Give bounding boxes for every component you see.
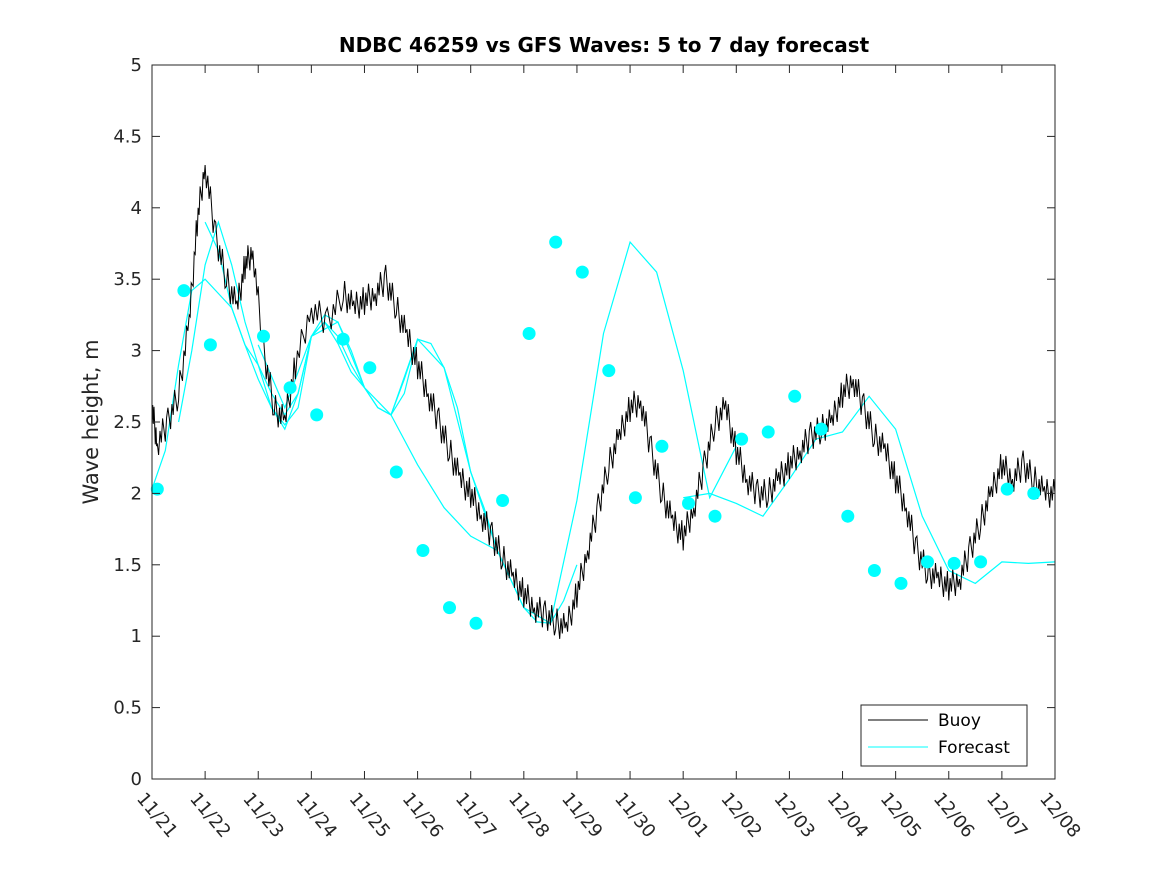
forecast-marker: [522, 327, 536, 340]
forecast-marker: [283, 381, 297, 395]
forecast-marker: [177, 284, 191, 298]
forecast-marker: [416, 544, 430, 557]
forecast-marker: [788, 389, 802, 403]
plot-background: [152, 65, 1055, 779]
y-tick-label: 3: [131, 341, 142, 362]
forecast-marker: [841, 509, 855, 523]
y-tick-label: 4: [131, 198, 142, 219]
legend-box: [860, 704, 1028, 767]
y-tick-label: 4.5: [113, 126, 142, 147]
forecast-marker: [628, 491, 642, 505]
forecast-marker: [443, 601, 456, 615]
y-tick-label: 3.5: [113, 269, 142, 290]
y-tick-label: 1: [131, 626, 142, 647]
forecast-line-run-6: [683, 395, 1056, 585]
y-tick-label: 5: [131, 55, 142, 76]
forecast-marker: [735, 432, 749, 446]
forecast-line-run-5: [390, 414, 498, 552]
legend-buoy-label: Buoy: [938, 711, 981, 731]
forecast-marker: [1027, 486, 1041, 500]
forecast-marker: [1000, 482, 1014, 496]
forecast-marker: [575, 265, 589, 279]
y-tick-label: 0.5: [113, 698, 142, 719]
forecast-marker: [310, 408, 324, 422]
y-tick-label: 2: [131, 483, 142, 504]
y-tick-label: 0: [131, 769, 142, 790]
forecast-marker: [814, 422, 828, 436]
forecast-marker: [203, 338, 217, 352]
forecast-marker: [150, 482, 164, 496]
forecast-marker: [974, 555, 988, 569]
forecast-marker: [894, 576, 908, 590]
forecast-marker: [602, 364, 616, 378]
forecast-marker: [708, 509, 722, 523]
y-tick-label: 1.5: [113, 555, 142, 576]
y-tick-labels: 0 0.5 1 1.5 2 2.5 3 3.5 4 4.5 5: [113, 55, 142, 790]
chart-title: NDBC 46259 vs GFS Waves: 5 to 7 day fore…: [339, 33, 870, 57]
axes-layer: [151, 64, 1056, 780]
forecast-marker: [947, 556, 961, 570]
series-layer: [150, 164, 1056, 639]
forecast-marker: [921, 555, 934, 569]
forecast-marker: [363, 361, 377, 375]
y-axis-label: Wave height, m: [79, 339, 103, 504]
forecast-marker: [336, 332, 350, 346]
buoy-line: [151, 164, 1056, 639]
forecast-marker: [682, 496, 695, 510]
forecast-marker: [867, 564, 881, 577]
forecast-marker: [655, 439, 669, 453]
forecast-marker: [761, 425, 775, 439]
y-tick-label: 2.5: [113, 412, 142, 433]
forecast-marker: [257, 329, 270, 343]
legend-forecast-label: Forecast: [938, 738, 1010, 758]
plot-area: [152, 65, 1055, 779]
forecast-marker: [469, 616, 483, 630]
forecast-marker: [389, 465, 403, 479]
forecast-marker: [549, 235, 563, 249]
legend: Buoy Forecast: [860, 704, 1028, 767]
forecast-marker: [496, 494, 510, 507]
